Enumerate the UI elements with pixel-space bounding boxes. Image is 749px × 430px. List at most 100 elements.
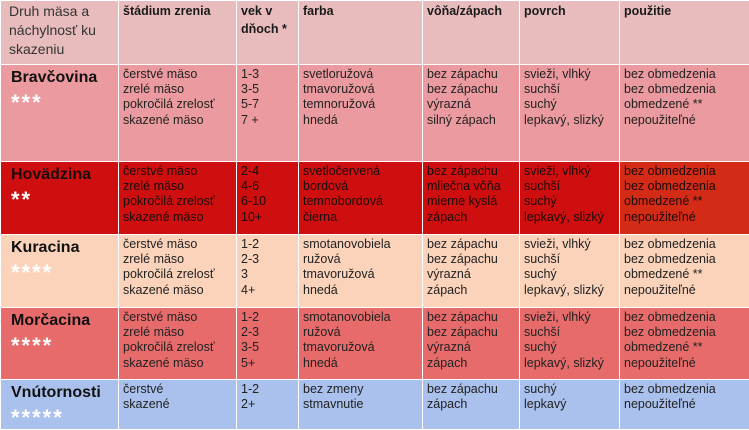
smell-value: výrazná bbox=[427, 267, 515, 282]
color-value: svetloružová bbox=[303, 67, 418, 82]
surface-cell: svieži, vlhký suchší suchý lepkavý, sliz… bbox=[520, 235, 620, 308]
surface-value: svieži, vlhký bbox=[524, 237, 615, 252]
use-value: bez obmedzenia bbox=[624, 179, 745, 194]
surface-value: lepkavý, slizký bbox=[524, 113, 615, 128]
stage-value: pokročilá zrelosť bbox=[123, 267, 232, 282]
meat-type-cell: Vnútornosti ***** bbox=[1, 380, 119, 430]
use-value: bez obmedzenia bbox=[624, 382, 745, 397]
age-value: 1-2 bbox=[241, 237, 294, 252]
age-cell: 1-2 2-3 3-5 5+ bbox=[237, 308, 299, 380]
age-value: 2-3 bbox=[241, 252, 294, 267]
surface-cell: suchý lepkavý bbox=[520, 380, 620, 430]
stage-cell: čerstvé mäso zrelé mäso pokročilá zrelos… bbox=[119, 162, 237, 235]
spoilage-stars: *** bbox=[11, 92, 114, 114]
age-value: 4-6 bbox=[241, 179, 294, 194]
smell-cell: bez zápachu bez zápachu výrazná zápach bbox=[423, 308, 520, 380]
color-cell: bez zmeny stmavnutie bbox=[299, 380, 423, 430]
smell-value: bez zápachu bbox=[427, 82, 515, 97]
use-value: nepoužiteľné bbox=[624, 113, 745, 128]
stage-value: zrelé mäso bbox=[123, 179, 232, 194]
stage-value: čerstvé mäso bbox=[123, 67, 232, 82]
meat-name: Bravčovina bbox=[11, 68, 114, 88]
use-value: nepoužiteľné bbox=[624, 210, 745, 225]
color-value: stmavnutie bbox=[303, 397, 418, 412]
header-use: použitie bbox=[620, 1, 749, 65]
surface-cell: svieži, vlhký suchší suchý lepkavý, sliz… bbox=[520, 65, 620, 162]
age-cell: 1-3 3-5 5-7 7 + bbox=[237, 65, 299, 162]
stage-value: skazené mäso bbox=[123, 210, 232, 225]
color-value: hnedá bbox=[303, 113, 418, 128]
smell-value: výrazná bbox=[427, 340, 515, 355]
use-value: bez obmedzenia bbox=[624, 164, 745, 179]
smell-value: výrazná bbox=[427, 97, 515, 112]
age-cell: 1-2 2+ bbox=[237, 380, 299, 430]
stage-cell: čerstvé skazené bbox=[119, 380, 237, 430]
use-cell: bez obmedzenia bez obmedzenia obmedzené … bbox=[620, 162, 749, 235]
stage-value: pokročilá zrelosť bbox=[123, 194, 232, 209]
stage-value: skazené mäso bbox=[123, 113, 232, 128]
use-value: nepoužiteľné bbox=[624, 356, 745, 371]
surface-value: suchý bbox=[524, 194, 615, 209]
color-value: smotanovobiela bbox=[303, 310, 418, 325]
stage-value: zrelé mäso bbox=[123, 82, 232, 97]
table-row: Morčacina **** čerstvé mäso zrelé mäso p… bbox=[1, 308, 749, 380]
surface-value: suchší bbox=[524, 325, 615, 340]
color-value: tmavoružová bbox=[303, 340, 418, 355]
smell-value: bez zápachu bbox=[427, 310, 515, 325]
stage-value: skazené mäso bbox=[123, 283, 232, 298]
color-value: temnoružová bbox=[303, 97, 418, 112]
stage-value: skazené mäso bbox=[123, 356, 232, 371]
meat-name: Morčacina bbox=[11, 311, 114, 331]
smell-value: bez zápachu bbox=[427, 325, 515, 340]
age-value: 1-2 bbox=[241, 382, 294, 397]
spoilage-stars: **** bbox=[11, 262, 114, 284]
stage-value: zrelé mäso bbox=[123, 252, 232, 267]
table-row: Hovädzina ** čerstvé mäso zrelé mäso pok… bbox=[1, 162, 749, 235]
smell-cell: bez zápachu bez zápachu výrazná silný zá… bbox=[423, 65, 520, 162]
color-value: smotanovobiela bbox=[303, 237, 418, 252]
age-value: 5-7 bbox=[241, 97, 294, 112]
age-value: 5+ bbox=[241, 356, 294, 371]
age-value: 2-4 bbox=[241, 164, 294, 179]
header-surface: povrch bbox=[520, 1, 620, 65]
age-value: 10+ bbox=[241, 210, 294, 225]
use-value: obmedzené ** bbox=[624, 97, 745, 112]
use-value: bez obmedzenia bbox=[624, 310, 745, 325]
surface-value: lepkavý, slizký bbox=[524, 210, 615, 225]
age-value: 6-10 bbox=[241, 194, 294, 209]
color-value: svetločervená bbox=[303, 164, 418, 179]
color-cell: smotanovobiela ružová tmavoružová hnedá bbox=[299, 308, 423, 380]
use-value: bez obmedzenia bbox=[624, 67, 745, 82]
surface-value: suchý bbox=[524, 340, 615, 355]
stage-value: čerstvé bbox=[123, 382, 232, 397]
table-row: Vnútornosti ***** čerstvé skazené 1-2 2+… bbox=[1, 380, 749, 430]
header-row: Druh mäsa a náchylnosť ku skazeniu štádi… bbox=[1, 1, 749, 65]
use-cell: bez obmedzenia bez obmedzenia obmedzené … bbox=[620, 308, 749, 380]
smell-value: bez zápachu bbox=[427, 382, 515, 397]
surface-value: suchý bbox=[524, 97, 615, 112]
meat-type-cell: Morčacina **** bbox=[1, 308, 119, 380]
smell-value: bez zápachu bbox=[427, 237, 515, 252]
surface-value: suchší bbox=[524, 252, 615, 267]
surface-value: svieži, vlhký bbox=[524, 67, 615, 82]
meat-name: Kuracina bbox=[11, 238, 114, 258]
age-value: 7 + bbox=[241, 113, 294, 128]
smell-cell: bez zápachu bez zápachu výrazná zápach bbox=[423, 235, 520, 308]
use-cell: bez obmedzenia nepoužiteľné bbox=[620, 380, 749, 430]
age-value: 3-5 bbox=[241, 340, 294, 355]
color-cell: svetločervená bordová temnobordová čiern… bbox=[299, 162, 423, 235]
age-value: 4+ bbox=[241, 283, 294, 298]
color-value: hnedá bbox=[303, 283, 418, 298]
stage-cell: čerstvé mäso zrelé mäso pokročilá zrelos… bbox=[119, 235, 237, 308]
stage-value: zrelé mäso bbox=[123, 325, 232, 340]
table-row: Kuracina **** čerstvé mäso zrelé mäso po… bbox=[1, 235, 749, 308]
color-cell: svetloružová tmavoružová temnoružová hne… bbox=[299, 65, 423, 162]
stage-cell: čerstvé mäso zrelé mäso pokročilá zrelos… bbox=[119, 308, 237, 380]
spoilage-stars: ***** bbox=[11, 407, 114, 429]
meat-type-cell: Bravčovina *** bbox=[1, 65, 119, 162]
use-value: bez obmedzenia bbox=[624, 237, 745, 252]
stage-value: pokročilá zrelosť bbox=[123, 340, 232, 355]
surface-value: lepkavý, slizký bbox=[524, 283, 615, 298]
surface-value: lepkavý, slizký bbox=[524, 356, 615, 371]
smell-cell: bez zápachu zápach bbox=[423, 380, 520, 430]
